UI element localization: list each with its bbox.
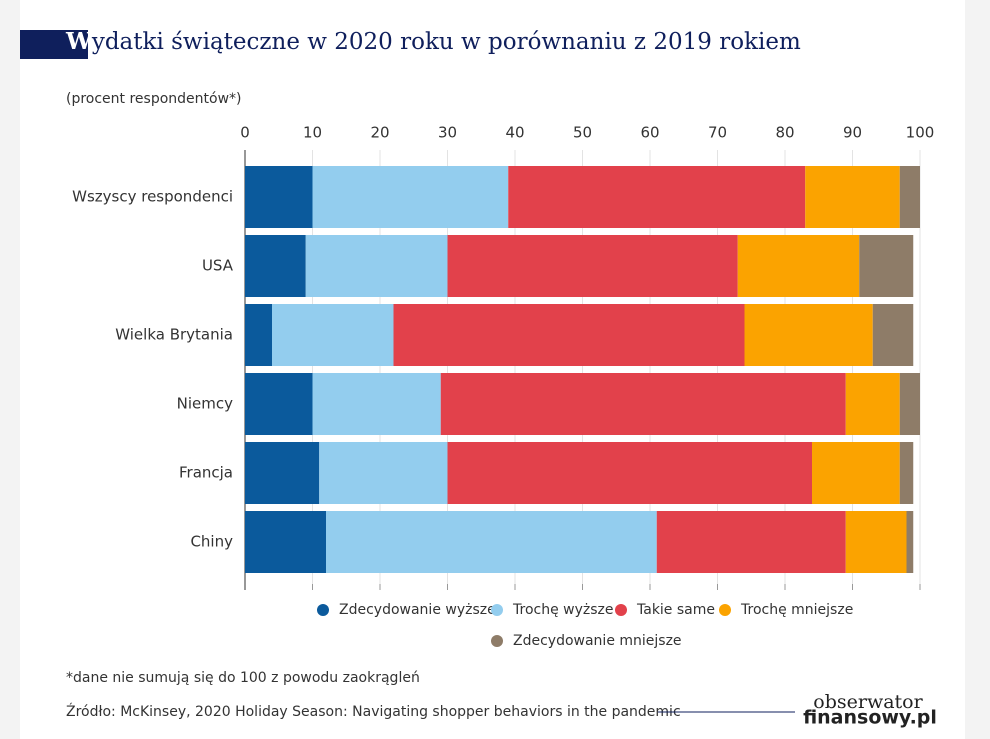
bar-segment xyxy=(508,166,806,228)
bar-segment xyxy=(305,235,448,297)
logo-line2: finansowy.pl xyxy=(803,707,937,729)
subtitle: (procent respondentów*) xyxy=(66,91,242,107)
legend-label: Zdecydowanie mniejsze xyxy=(513,633,682,649)
legend-marker xyxy=(491,635,503,647)
bar-segment xyxy=(845,511,907,573)
bar-segment xyxy=(245,511,326,573)
bar-segment xyxy=(859,235,914,297)
bar-segment xyxy=(737,235,860,297)
bar-segment xyxy=(245,166,313,228)
x-tick-label: 30 xyxy=(438,124,457,142)
bar-segment xyxy=(440,373,846,435)
bar-segment xyxy=(899,166,920,228)
bar-segment xyxy=(906,511,914,573)
bar-segment xyxy=(245,235,306,297)
y-tick-label: Wszyscy respondenci xyxy=(72,188,233,206)
bar-segment xyxy=(872,304,914,366)
bar-segment xyxy=(245,373,313,435)
bar-segment xyxy=(845,373,900,435)
y-tick-label: Wielka Brytania xyxy=(115,326,233,344)
logo-line1: obserwator xyxy=(813,691,923,713)
bar-segment xyxy=(245,442,320,504)
panel xyxy=(20,0,965,739)
legend-marker xyxy=(719,604,731,616)
y-tick-label: Francja xyxy=(179,464,233,482)
legend-marker xyxy=(615,604,627,616)
x-tick-label: 70 xyxy=(708,124,727,142)
y-tick-label: Chiny xyxy=(190,533,233,551)
source: Źródło: McKinsey, 2020 Holiday Season: N… xyxy=(66,702,681,720)
title-block xyxy=(20,30,88,59)
legend-label: Zdecydowanie wyższe xyxy=(339,602,496,618)
x-tick-label: 60 xyxy=(640,124,659,142)
x-tick-label: 40 xyxy=(505,124,524,142)
chart-title: Wydatki świąteczne w 2020 roku w porówna… xyxy=(66,28,801,55)
x-tick-label: 0 xyxy=(240,124,250,142)
y-tick-label: USA xyxy=(202,257,234,275)
legend-label: Trochę mniejsze xyxy=(740,602,853,618)
bar-segment xyxy=(393,304,745,366)
bar-segment xyxy=(656,511,846,573)
bar-segment xyxy=(319,442,448,504)
legend-marker xyxy=(317,604,329,616)
bar-segment xyxy=(812,442,900,504)
legend-marker xyxy=(491,604,503,616)
bar-segment xyxy=(805,166,900,228)
legend-label: Takie same xyxy=(636,602,715,618)
x-tick-label: 20 xyxy=(370,124,389,142)
bar-segment xyxy=(899,442,914,504)
bar-segment xyxy=(326,511,657,573)
x-tick-label: 80 xyxy=(775,124,794,142)
legend-label: Trochę wyższe xyxy=(512,602,613,618)
x-tick-label: 100 xyxy=(906,124,935,142)
bar-segment xyxy=(447,442,812,504)
bar-segment xyxy=(744,304,873,366)
x-tick-label: 10 xyxy=(303,124,322,142)
y-tick-label: Niemcy xyxy=(177,395,233,413)
bar-segment xyxy=(447,235,738,297)
bar-segment xyxy=(272,304,394,366)
note: *dane nie sumują się do 100 z powodu zao… xyxy=(66,670,420,686)
x-tick-label: 90 xyxy=(843,124,862,142)
bar-segment xyxy=(245,304,272,366)
bar-segment xyxy=(312,373,441,435)
x-tick-label: 50 xyxy=(573,124,592,142)
bar-segment xyxy=(899,373,920,435)
bar-segment xyxy=(312,166,509,228)
